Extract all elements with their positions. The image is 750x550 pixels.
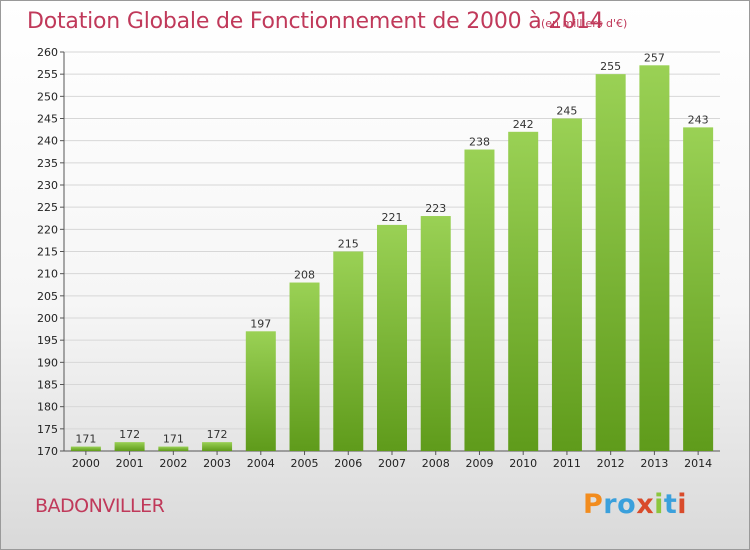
bar bbox=[464, 149, 495, 452]
y-tick-label: 225 bbox=[37, 201, 58, 214]
data-label: 215 bbox=[338, 238, 359, 251]
data-label: 245 bbox=[556, 105, 577, 118]
bar bbox=[158, 446, 189, 451]
data-label: 243 bbox=[688, 113, 709, 126]
x-tick-label: 2001 bbox=[116, 457, 144, 470]
y-tick-label: 260 bbox=[37, 46, 58, 59]
data-label: 172 bbox=[119, 428, 140, 441]
data-label: 223 bbox=[425, 202, 446, 215]
x-tick-label: 2009 bbox=[465, 457, 493, 470]
y-tick-label: 235 bbox=[37, 157, 58, 170]
y-tick-label: 210 bbox=[37, 268, 58, 281]
y-tick-label: 255 bbox=[37, 68, 58, 81]
y-tick-label: 180 bbox=[37, 401, 58, 414]
data-label: 171 bbox=[163, 433, 184, 446]
x-tick-label: 2013 bbox=[640, 457, 668, 470]
place-name: BADONVILLER bbox=[35, 495, 165, 517]
bar bbox=[420, 216, 451, 451]
proxiti-logo: Proxiti bbox=[583, 489, 688, 520]
x-tick-label: 2004 bbox=[247, 457, 275, 470]
data-label: 172 bbox=[207, 428, 228, 441]
bar bbox=[508, 131, 539, 452]
bar bbox=[289, 282, 320, 451]
y-tick-label: 205 bbox=[37, 290, 58, 303]
y-tick-label: 185 bbox=[37, 379, 58, 392]
x-tick-label: 2011 bbox=[553, 457, 581, 470]
bar bbox=[333, 251, 364, 451]
bar bbox=[683, 127, 714, 451]
y-tick-label: 195 bbox=[37, 334, 58, 347]
bar bbox=[202, 442, 233, 451]
chart-subtitle: (en milliers d'€) bbox=[541, 17, 628, 30]
bar bbox=[114, 442, 145, 451]
x-tick-label: 2008 bbox=[422, 457, 450, 470]
x-tick-label: 2002 bbox=[159, 457, 187, 470]
bar bbox=[551, 118, 582, 451]
data-label: 255 bbox=[600, 60, 621, 73]
data-label: 197 bbox=[250, 317, 271, 330]
bar bbox=[70, 446, 101, 451]
data-label: 242 bbox=[513, 118, 534, 131]
data-label: 257 bbox=[644, 51, 665, 64]
labels: 170 175 180 185 190 195 200 205 210 215 220 225 230 2… bbox=[37, 46, 712, 470]
y-tick-label: 230 bbox=[37, 179, 58, 192]
x-tick-label: 2007 bbox=[378, 457, 406, 470]
data-label: 238 bbox=[469, 136, 490, 149]
y-tick-label: 250 bbox=[37, 90, 58, 103]
y-tick-label: 170 bbox=[37, 445, 58, 458]
data-label: 208 bbox=[294, 269, 315, 282]
bar bbox=[595, 74, 626, 452]
y-tick-label: 190 bbox=[37, 356, 58, 369]
y-tick-label: 220 bbox=[37, 223, 58, 236]
bar bbox=[639, 65, 670, 452]
x-tick-label: 2012 bbox=[597, 457, 625, 470]
x-tick-label: 2006 bbox=[334, 457, 362, 470]
bar bbox=[377, 224, 407, 451]
x-tick-label: 2005 bbox=[291, 457, 319, 470]
data-label: 221 bbox=[382, 211, 403, 224]
bars bbox=[70, 65, 714, 452]
data-label: 171 bbox=[75, 433, 96, 446]
chart-title: Dotation Globale de Fonctionnement de 20… bbox=[27, 9, 604, 34]
bar bbox=[245, 331, 276, 451]
x-tick-label: 2003 bbox=[203, 457, 231, 470]
y-tick-label: 245 bbox=[37, 113, 58, 126]
y-tick-label: 215 bbox=[37, 246, 58, 259]
x-tick-label: 2000 bbox=[72, 457, 100, 470]
y-tick-label: 240 bbox=[37, 135, 58, 148]
x-tick-label: 2010 bbox=[509, 457, 537, 470]
x-tick-label: 2014 bbox=[684, 457, 712, 470]
y-tick-label: 175 bbox=[37, 423, 58, 436]
y-tick-label: 200 bbox=[37, 312, 58, 325]
